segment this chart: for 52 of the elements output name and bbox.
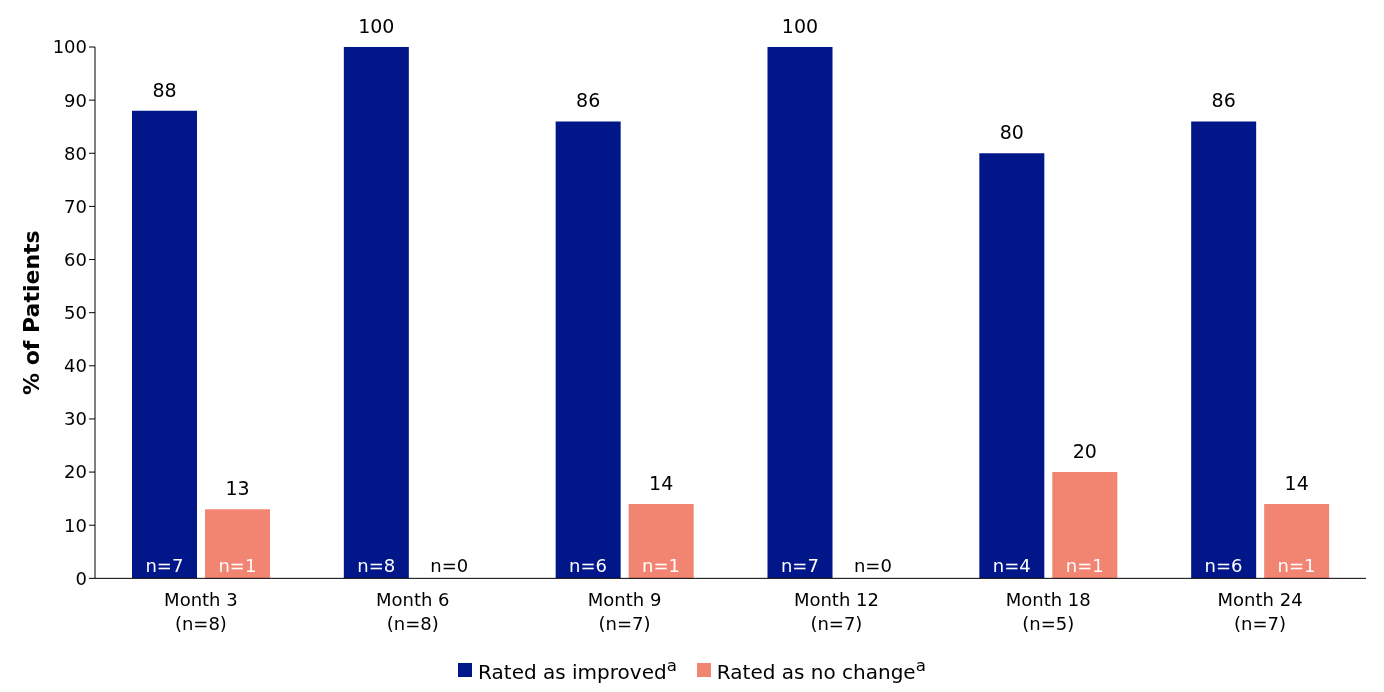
data-label: 86	[1211, 89, 1236, 112]
annotation: n=8	[357, 555, 396, 577]
data-label: 13	[225, 477, 250, 500]
x-tick-label: Month 3 (n=8)	[164, 589, 238, 635]
y-tick-label: 70	[64, 195, 87, 217]
annotation: n=7	[780, 555, 819, 577]
legend-label: Rated as no change$^{a}$	[716, 656, 926, 684]
y-tick-label: 10	[64, 514, 87, 536]
bar	[1052, 472, 1118, 579]
data-label: 86	[576, 89, 601, 112]
annotation: n=0	[430, 555, 469, 577]
bar	[132, 110, 197, 579]
data-label: 14	[649, 471, 674, 494]
data-label: 88	[152, 78, 177, 101]
data-label: 80	[999, 121, 1024, 144]
x-tick-label: Month 6 (n=8)	[375, 589, 450, 635]
data-label: 14	[1284, 471, 1309, 494]
y-tick-label: 90	[64, 89, 87, 111]
y-tick-label: 80	[64, 142, 87, 164]
y-tick-label: 40	[64, 355, 87, 377]
y-tick-label: 20	[64, 461, 87, 483]
bar	[767, 47, 833, 579]
y-tick-label: 0	[75, 567, 87, 589]
y-tick-label: 60	[64, 248, 87, 270]
y-tick-label: 30	[64, 408, 87, 430]
bar	[1191, 121, 1257, 579]
data-label: 100	[781, 15, 819, 37]
x-tick-label: Month 12 (n=7)	[793, 589, 879, 635]
bar	[205, 509, 270, 579]
y-tick-label: 50	[64, 302, 87, 324]
annotation: n=7	[145, 555, 184, 577]
annotation: n=1	[1277, 555, 1316, 577]
annotation: n=0	[853, 555, 892, 577]
bar	[1264, 503, 1330, 579]
annotation: n=6	[569, 555, 608, 577]
y-tick-label: 100	[52, 36, 87, 58]
annotation: n=6	[1204, 555, 1243, 577]
bar	[628, 503, 694, 579]
annotation: n=4	[992, 555, 1031, 577]
data-label: 20	[1072, 440, 1097, 463]
bar	[555, 121, 621, 579]
bar	[343, 47, 409, 579]
bar	[979, 153, 1045, 579]
annotation: n=1	[1065, 555, 1104, 577]
x-tick-label: Month 24 (n=7)	[1217, 589, 1303, 635]
annotation: n=1	[218, 555, 257, 577]
legend-label: Rated as improved$^{a}$	[478, 656, 677, 684]
data-label: 100	[358, 15, 395, 37]
y-axis-title: % of Patients	[18, 230, 44, 396]
x-tick-label: Month 9 (n=7)	[587, 589, 662, 635]
annotation: n=1	[642, 555, 681, 577]
x-tick-label: Month 18 (n=5)	[1005, 589, 1091, 635]
